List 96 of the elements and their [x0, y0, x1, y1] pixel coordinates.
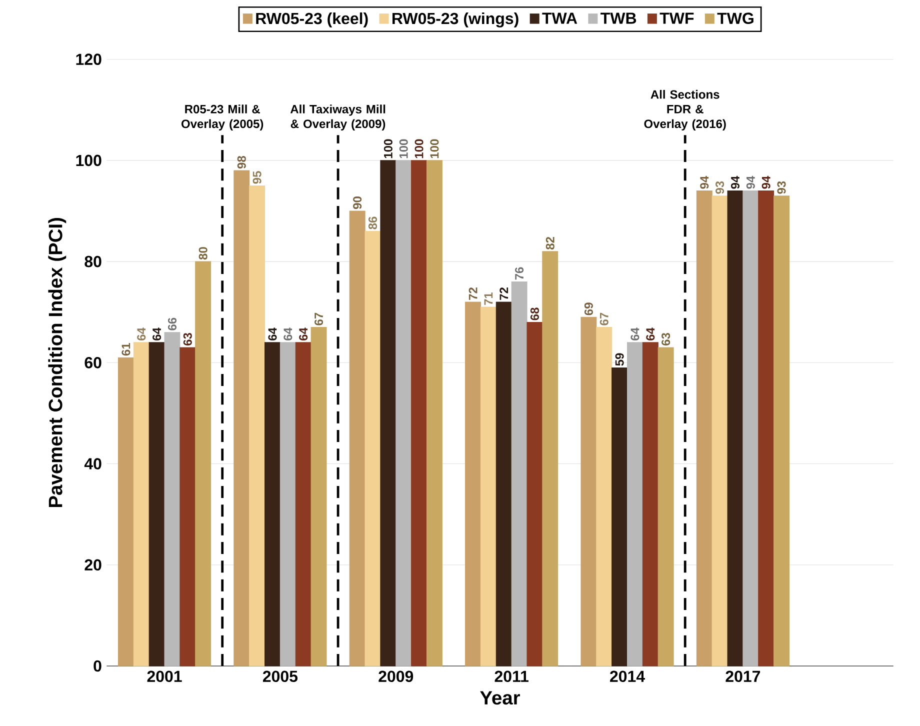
data-label: 94 [746, 176, 755, 189]
bar [496, 302, 512, 666]
bar [411, 160, 428, 666]
data-label: 67 [600, 312, 608, 326]
bar [295, 342, 312, 666]
legend-label: TWG [717, 12, 754, 24]
legend-label: RW05-23 (keel) [256, 12, 368, 28]
data-label: 93 [716, 181, 724, 194]
x-tick-label: 2009 [378, 670, 414, 682]
data-label: 80 [198, 247, 208, 260]
annotation: R05-23 Mill & Overlay (2005) [182, 104, 264, 130]
bar [310, 327, 327, 666]
y-tick-label: 40 [84, 458, 102, 470]
x-axis-title: Year [480, 691, 520, 705]
data-label: 64 [630, 328, 640, 340]
y-tick-label: 100 [76, 154, 102, 166]
data-label: 100 [414, 139, 424, 158]
data-label: 93 [777, 181, 786, 194]
bar [118, 357, 134, 666]
bar [612, 367, 628, 666]
data-label: 64 [137, 328, 146, 340]
bar [580, 316, 597, 666]
data-label: 68 [530, 308, 539, 320]
data-label: 94 [700, 176, 709, 189]
bar [742, 190, 759, 666]
data-label: 90 [353, 196, 362, 209]
bar [542, 251, 558, 666]
x-tick-label: 2014 [610, 670, 645, 682]
data-label: 64 [299, 328, 308, 340]
legend-label: RW05-23 (wings) [392, 12, 518, 28]
legend-label: TWF [660, 12, 694, 24]
bar [626, 342, 643, 666]
bar [180, 347, 196, 666]
data-label: 64 [152, 328, 162, 340]
annotation: All Taxiways Mill & Overlay (2009) [290, 104, 386, 130]
y-tick-label: 120 [76, 54, 102, 65]
bar [364, 230, 381, 666]
data-label: 66 [168, 318, 176, 330]
data-label: 76 [515, 267, 524, 280]
bar [349, 210, 366, 666]
bar [426, 160, 442, 666]
data-label: 100 [399, 139, 408, 158]
data-label: 69 [584, 302, 593, 316]
bar [727, 190, 744, 666]
bar [526, 322, 543, 666]
data-label: 64 [268, 328, 277, 340]
data-label: 67 [314, 312, 324, 326]
data-label: 94 [762, 176, 770, 189]
data-label: 72 [500, 288, 508, 300]
bar [774, 196, 790, 666]
bar [758, 190, 774, 666]
bar [511, 282, 528, 666]
data-label: 95 [252, 171, 262, 184]
bar [465, 302, 481, 666]
bar [380, 160, 396, 666]
y-tick-label: 60 [84, 357, 102, 368]
data-label: 61 [122, 343, 130, 356]
x-tick-label: 2005 [262, 670, 298, 682]
bar [480, 306, 496, 666]
y-axis-title: Pavement Condition Index (PCI) [48, 218, 66, 508]
data-label: 72 [468, 288, 478, 300]
bar [658, 347, 674, 666]
bar [712, 196, 728, 666]
y-tick-label: 0 [94, 660, 102, 672]
bar [249, 185, 266, 666]
data-label: 86 [368, 216, 378, 230]
bar [133, 342, 150, 666]
bar [280, 342, 296, 666]
x-tick-label: 2017 [726, 670, 760, 682]
data-label: 82 [546, 236, 554, 250]
bar [396, 160, 412, 666]
data-label: 64 [646, 328, 655, 340]
annotation: All Sections FDR & Overlay (2016) [644, 90, 726, 130]
bar [264, 342, 280, 666]
bar [148, 342, 165, 666]
data-label: 100 [430, 139, 439, 158]
data-label: 59 [615, 353, 624, 366]
data-label: 100 [384, 139, 392, 158]
y-tick-label: 20 [84, 559, 102, 571]
legend-label: TWA [542, 12, 578, 24]
bar [195, 261, 212, 666]
bar [234, 170, 250, 666]
data-label: 94 [730, 176, 740, 189]
data-label: 63 [662, 332, 670, 346]
y-tick-label: 80 [84, 256, 102, 268]
bar [164, 332, 180, 666]
x-tick-label: 2011 [494, 670, 528, 682]
bar [596, 327, 612, 666]
data-label: 71 [484, 292, 493, 305]
data-label: 64 [284, 328, 292, 340]
x-tick-label: 2001 [147, 670, 182, 682]
legend-label: TWB [600, 12, 636, 24]
data-label: 63 [183, 332, 192, 346]
bar [642, 342, 658, 666]
data-label: 98 [237, 156, 246, 169]
bar [696, 190, 712, 666]
